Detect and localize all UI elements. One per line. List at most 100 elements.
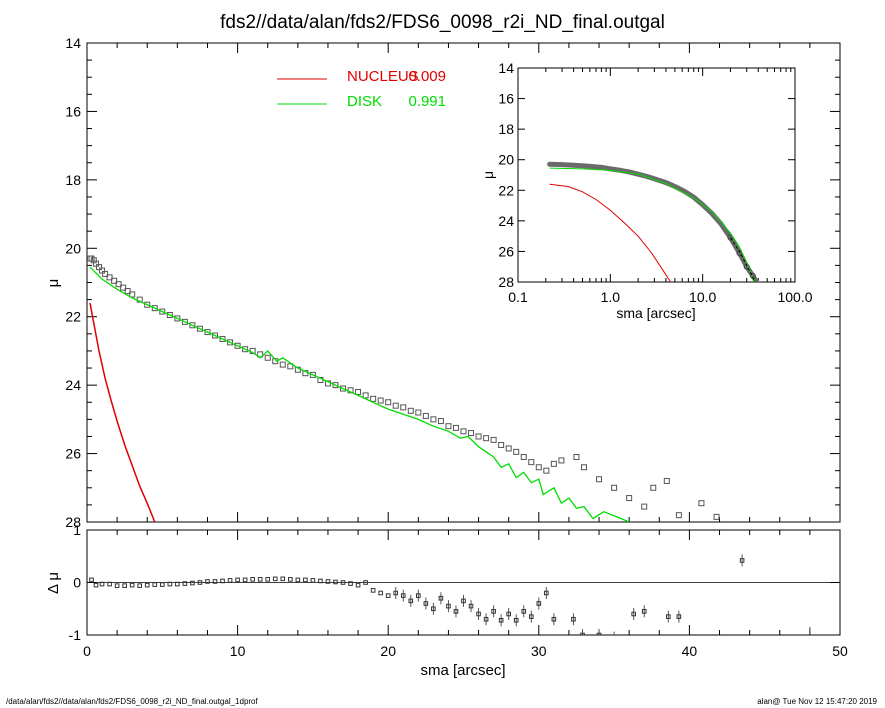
observed-point <box>196 325 203 332</box>
x-tick-label: 0 <box>83 643 91 659</box>
residual-point <box>167 581 173 587</box>
residual-point <box>280 576 286 582</box>
observed-point <box>264 354 271 361</box>
residual-point <box>160 582 165 587</box>
residual-point <box>227 578 233 583</box>
residual-point <box>182 581 188 586</box>
residual-point <box>476 611 481 617</box>
residual-point <box>363 580 368 585</box>
nucleus-line <box>89 302 156 522</box>
residual-plot: 10-10 10 20 30 40 50 <box>69 522 848 659</box>
residual-point <box>423 601 429 606</box>
observed-point <box>181 318 188 325</box>
residual-point <box>348 581 353 586</box>
legend: NUCLEUS 0.009 DISK 0.991 <box>277 68 446 110</box>
observed-point <box>490 436 497 443</box>
inset-y-axis-label: μ <box>480 171 496 179</box>
residual-point <box>340 580 346 585</box>
residual-point <box>378 590 383 596</box>
main-y-tick-label: 28 <box>65 514 81 530</box>
residual-point <box>431 606 436 612</box>
inset-observed-band <box>547 161 760 282</box>
observed-point <box>377 397 384 404</box>
residual-point <box>739 558 745 563</box>
residual-point <box>333 579 338 585</box>
inset-y-tick-label: 20 <box>498 152 514 168</box>
observed-point <box>99 267 106 274</box>
observed-point <box>641 503 648 510</box>
residual-point <box>513 618 519 623</box>
residual-point <box>544 590 549 596</box>
observed-point <box>392 402 399 409</box>
legend-nucleus-value: 0.009 <box>408 68 446 85</box>
observed-point <box>129 291 136 298</box>
observed-point <box>611 484 618 491</box>
inset-y-tick-label: 22 <box>498 182 514 198</box>
x-tick-label: 50 <box>832 643 848 659</box>
observed-point <box>445 423 452 430</box>
observed-point <box>234 342 241 349</box>
main-y-tick-label: 16 <box>65 103 81 119</box>
observed-point <box>340 385 347 392</box>
legend-disk-value: 0.991 <box>408 93 446 110</box>
footer-timestamp: alan@ Tue Nov 12 15:47:20 2019 <box>757 697 877 706</box>
residual-point <box>205 579 210 584</box>
x-tick-label: 40 <box>682 643 698 659</box>
inset-model-line <box>730 237 756 282</box>
residual-point <box>416 593 421 598</box>
residual-point <box>137 583 143 588</box>
observed-point <box>535 464 542 471</box>
observed-point <box>663 477 670 484</box>
inset-y-tick-label: 18 <box>498 121 514 137</box>
observed-point <box>370 395 377 402</box>
inset-y-tick-label: 26 <box>498 243 514 259</box>
footer-filepath: /data/alan/fds2//data/alan/fds2/FDS6_009… <box>6 697 258 706</box>
residual-point <box>506 611 511 617</box>
main-plot: 14 16 18 20 22 24 26 28 <box>65 35 841 530</box>
observed-point <box>422 412 429 419</box>
observed-point <box>219 335 226 342</box>
observed-point <box>106 274 113 281</box>
inset-x-tick-label: 10.0 <box>689 289 716 305</box>
observed-point <box>675 512 682 519</box>
observed-point <box>166 312 173 319</box>
observed-point <box>332 382 339 389</box>
observed-point <box>528 459 535 466</box>
main-y-axis-label: μ <box>45 279 62 288</box>
inset-plot-frame <box>517 67 796 283</box>
residual-point <box>93 582 99 588</box>
residual-point <box>295 577 301 583</box>
inset-disk-line <box>549 167 755 282</box>
observed-point <box>159 308 166 315</box>
main-y-tick-label: 14 <box>65 35 81 51</box>
observed-point <box>242 346 249 353</box>
observed-point <box>355 388 362 395</box>
main-y-tick-label: 20 <box>65 240 81 256</box>
residual-point <box>438 595 444 601</box>
observed-point <box>550 460 557 467</box>
observed-point <box>626 495 633 502</box>
observed-point <box>437 418 444 425</box>
residual-point <box>265 577 271 582</box>
inset-x-axis-label: sma [arcsec] <box>616 305 695 321</box>
residual-point <box>175 581 180 587</box>
observed-point <box>204 329 211 336</box>
observed-point <box>400 404 407 411</box>
x-tick-label: 20 <box>380 643 396 659</box>
residual-point <box>310 578 316 583</box>
residual-point <box>641 609 647 614</box>
observed-point <box>475 433 482 440</box>
inset-observed-point <box>756 283 761 288</box>
residual-point <box>676 614 682 619</box>
residual-point <box>551 616 557 622</box>
residual-point <box>631 611 636 617</box>
observed-point <box>385 399 392 406</box>
residual-point <box>107 581 112 587</box>
inset-y-tick-label: 14 <box>498 60 514 76</box>
residual-point <box>212 579 218 584</box>
inset-x-tick-label: 100.0 <box>777 289 812 305</box>
observed-point <box>407 407 414 414</box>
residual-point <box>257 577 263 582</box>
residual-point <box>250 577 255 582</box>
